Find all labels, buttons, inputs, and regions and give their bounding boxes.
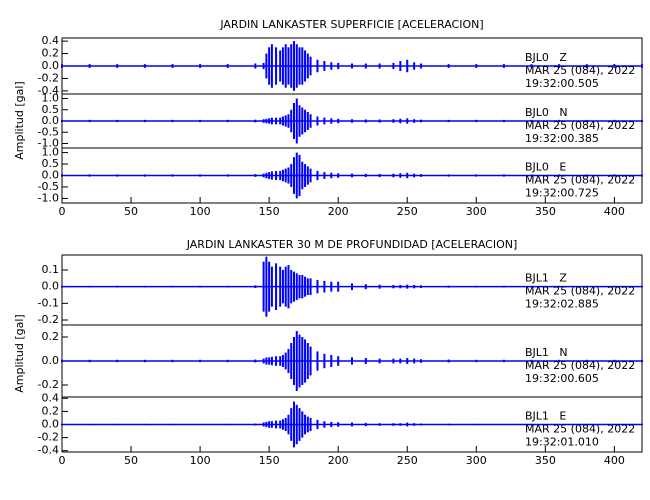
- trace-name: BJL1 Z: [525, 272, 567, 285]
- x-tick-label: 0: [59, 454, 66, 467]
- y-tick-label: 0.1: [42, 263, 60, 276]
- x-tick-label: 400: [604, 205, 625, 218]
- x-tick-label: 100: [190, 205, 211, 218]
- y-tick-label: 0.0: [42, 354, 60, 367]
- y-tick-label: -1.0: [38, 191, 59, 204]
- trace-time: 19:32:00.605: [525, 372, 599, 385]
- y-tick-label: -1.0: [38, 137, 59, 150]
- x-tick-label: 150: [259, 205, 280, 218]
- trace-date: MAR 25 (084), 2022: [525, 359, 635, 372]
- y-tick-label: 0.2: [42, 47, 60, 60]
- trace-date: MAR 25 (084), 2022: [525, 423, 635, 436]
- y-tick-label: 0.4: [42, 34, 60, 47]
- trace-name: BJL0 E: [525, 161, 566, 174]
- trace-date: MAR 25 (084), 2022: [525, 119, 635, 132]
- x-tick-label: 200: [328, 454, 349, 467]
- trace-date: MAR 25 (084), 2022: [525, 64, 635, 77]
- y-tick-label: 0.0: [42, 169, 60, 182]
- x-tick-label: 250: [397, 205, 418, 218]
- trace-time: 19:32:00.385: [525, 132, 599, 145]
- trace-time: 19:32:00.725: [525, 187, 599, 200]
- x-tick-label: 400: [604, 454, 625, 467]
- y-tick-label: -0.2: [38, 431, 59, 444]
- y-tick-label: -0.5: [38, 180, 59, 193]
- y-tick-label: -0.4: [38, 84, 59, 97]
- y-tick-label: 0.0: [42, 280, 60, 293]
- y-tick-label: 0.0: [42, 418, 60, 431]
- trace-name: BJL0 N: [525, 106, 568, 119]
- trace-name: BJL1 N: [525, 346, 568, 359]
- x-tick-label: 350: [535, 205, 556, 218]
- y-tick-label: 0.4: [42, 391, 60, 404]
- x-tick-label: 250: [397, 454, 418, 467]
- x-tick-label: 0: [59, 205, 66, 218]
- chart-title: JARDIN LANKASTER SUPERFICIE [ACELERACION…: [219, 18, 483, 31]
- y-tick-label: 1.0: [42, 146, 60, 159]
- trace-time: 19:32:02.885: [525, 298, 599, 311]
- trace-name: BJL0 Z: [525, 51, 567, 64]
- x-tick-label: 200: [328, 205, 349, 218]
- y-tick-label: -0.2: [38, 71, 59, 84]
- x-tick-label: 50: [124, 454, 138, 467]
- trace-date: MAR 25 (084), 2022: [525, 174, 635, 187]
- x-tick-label: 300: [466, 454, 487, 467]
- y-tick-label: -0.4: [38, 444, 59, 457]
- y-tick-label: 0.5: [42, 103, 60, 116]
- x-tick-label: 50: [124, 205, 138, 218]
- chart-title: JARDIN LANKASTER 30 M DE PROFUNDIDAD [AC…: [186, 238, 518, 251]
- y-tick-label: -0.2: [38, 313, 59, 326]
- y-tick-label: -0.5: [38, 125, 59, 138]
- y-tick-label: 1.0: [42, 92, 60, 105]
- y-axis-label: Amplitud [gal]: [13, 314, 26, 392]
- x-tick-label: 150: [259, 454, 280, 467]
- trace-date: MAR 25 (084), 2022: [525, 285, 635, 298]
- trace-name: BJL1 E: [525, 410, 566, 423]
- y-tick-label: 0.2: [42, 330, 60, 343]
- x-tick-label: 350: [535, 454, 556, 467]
- y-tick-label: -0.1: [38, 296, 59, 309]
- y-tick-label: 0.5: [42, 157, 60, 170]
- x-tick-label: 100: [190, 454, 211, 467]
- x-tick-label: 300: [466, 205, 487, 218]
- y-tick-label: 0.2: [42, 404, 60, 417]
- trace-time: 19:32:01.010: [525, 436, 599, 449]
- trace-time: 19:32:00.505: [525, 77, 599, 90]
- y-tick-label: 0.0: [42, 59, 60, 72]
- y-tick-label: 0.0: [42, 114, 60, 127]
- y-tick-label: -0.2: [38, 378, 59, 391]
- y-axis-label: Amplitud [gal]: [13, 81, 26, 159]
